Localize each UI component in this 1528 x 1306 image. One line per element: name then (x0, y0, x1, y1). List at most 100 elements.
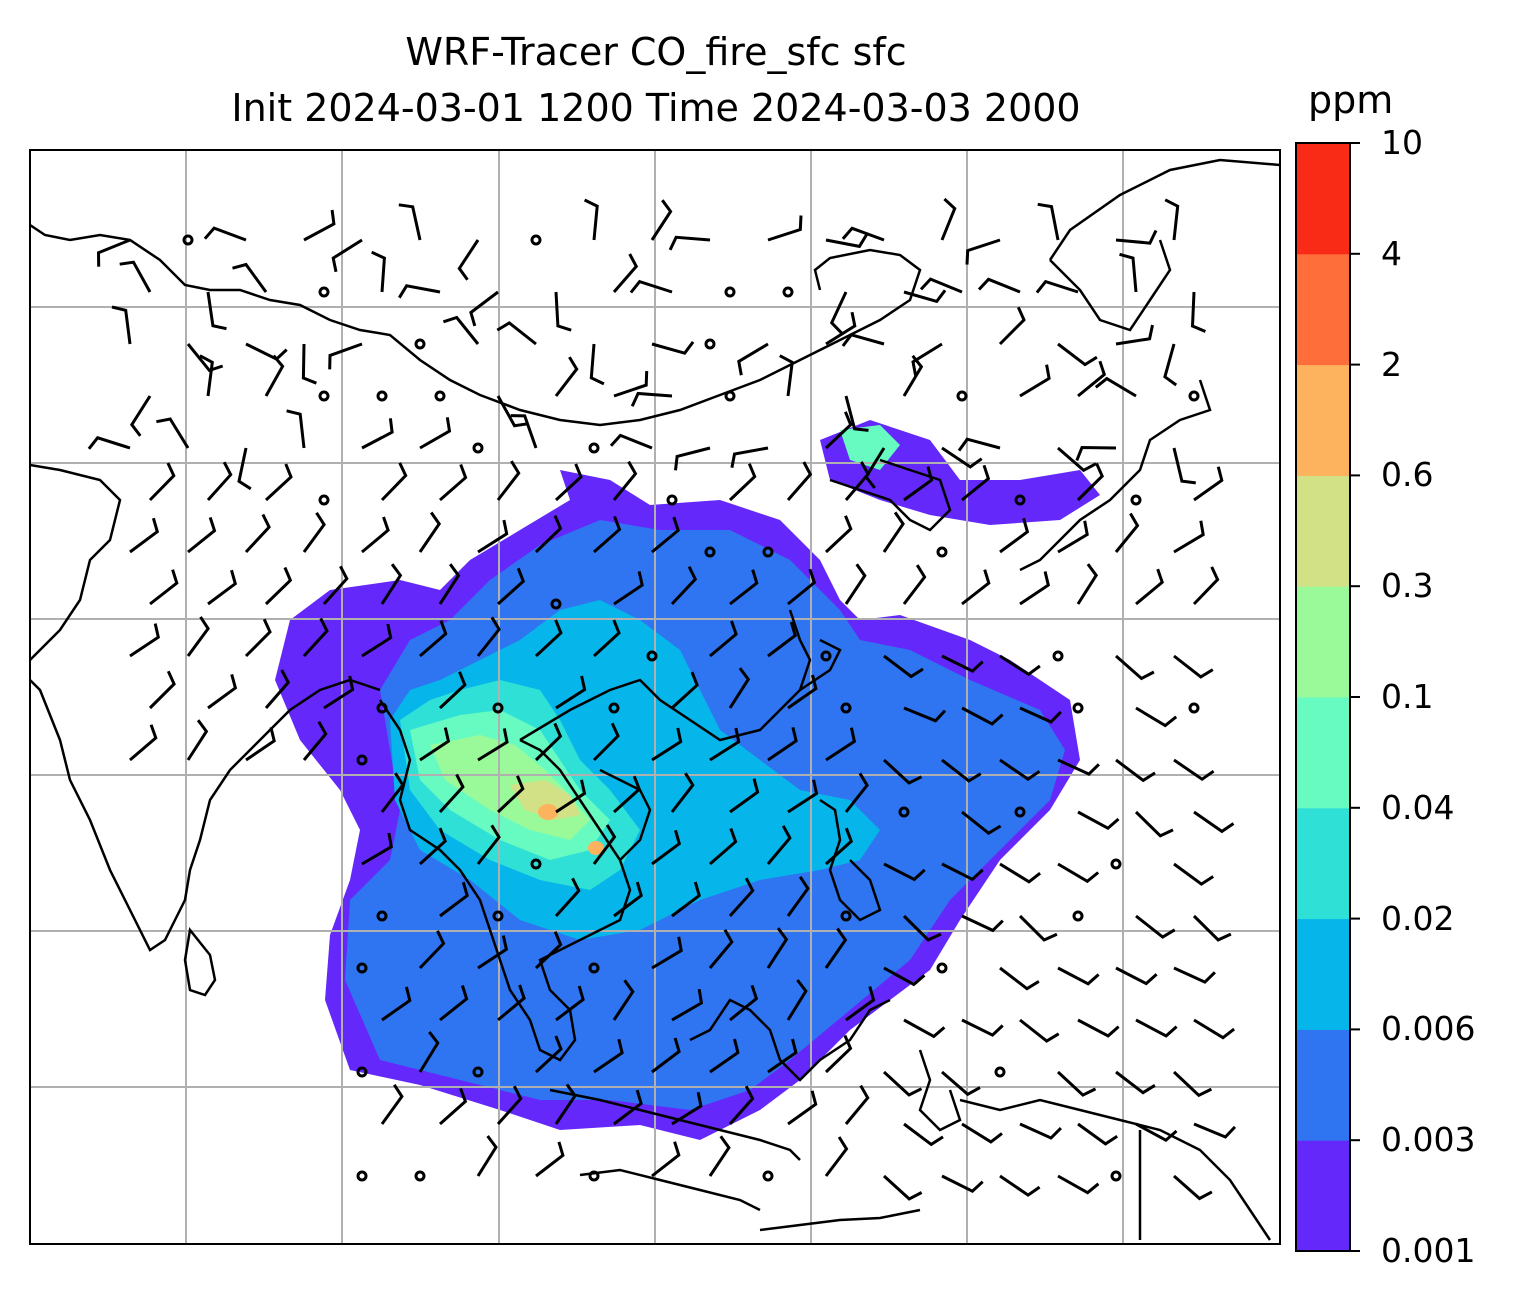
wind-barb (612, 460, 638, 501)
calm-wind-marker (840, 702, 852, 714)
colorbar-segment (1296, 586, 1350, 698)
wind-barb (1134, 810, 1174, 838)
wind-barb (535, 1141, 565, 1178)
wind-barb (903, 1018, 946, 1039)
wind-barb (129, 623, 160, 658)
colorbar-segment (1296, 807, 1350, 920)
wind-barbs (87, 197, 1237, 1201)
wind-barb (1019, 571, 1050, 606)
wind-barb (903, 466, 934, 502)
wind-barb (149, 569, 179, 606)
calm-wind-marker (1014, 806, 1026, 818)
wind-barb (670, 772, 695, 813)
wind-barb (554, 356, 579, 397)
wind-barb (671, 988, 704, 1022)
wind-barb (766, 927, 789, 969)
wind-barb (668, 235, 711, 251)
calm-wind-marker (704, 338, 716, 350)
calm-wind-marker (608, 702, 620, 714)
wind-barb (1077, 1018, 1120, 1038)
wind-barb (1019, 1122, 1062, 1140)
wind-barb (592, 619, 621, 658)
wind-barb (206, 461, 233, 502)
colorbar-tick-label: 0.6 (1381, 455, 1434, 495)
wind-barb (941, 446, 983, 469)
calm-wind-marker (646, 650, 658, 662)
wind-barb (380, 563, 403, 605)
wind-barb (919, 277, 963, 294)
wind-barb (381, 986, 412, 1022)
wind-barb (957, 437, 1001, 452)
colorbar-segment (1296, 1029, 1350, 1141)
wind-barb (1192, 914, 1232, 942)
wind-barb (787, 1090, 818, 1126)
wind-barb (418, 930, 446, 970)
calm-wind-marker (530, 858, 542, 870)
wind-barb (941, 758, 982, 783)
wind-barb (882, 1070, 923, 1097)
colorbar-unit-label: ppm (1308, 78, 1394, 122)
wind-barb (207, 569, 238, 606)
wind-barb (593, 515, 622, 554)
wind-barb (322, 565, 349, 606)
wind-barb (1057, 758, 1100, 776)
wind-barb (737, 342, 769, 376)
wind-barb (612, 775, 642, 814)
wind-barb (187, 516, 217, 554)
wind-barb (555, 985, 585, 1022)
wind-barb (824, 927, 848, 969)
wind-barb (1135, 706, 1178, 728)
wind-barb (709, 620, 738, 658)
wind-barb (496, 567, 526, 606)
wind-barb (496, 775, 525, 814)
wind-barb (1057, 342, 1098, 367)
wind-barb (767, 1038, 798, 1074)
wind-barb (593, 1038, 624, 1074)
wind-barb (1057, 520, 1089, 554)
wind-barb (1193, 466, 1224, 502)
wind-barb (156, 417, 190, 449)
wind-barb (244, 513, 271, 554)
wind-barb (439, 881, 469, 918)
wind-barb (301, 343, 317, 385)
wind-barb (438, 773, 465, 814)
wind-barb (670, 671, 699, 710)
wind-barb (651, 341, 695, 355)
wind-barb (1135, 568, 1164, 606)
wind-barb (787, 568, 817, 606)
wind-barb (882, 1174, 923, 1201)
wind-barb (303, 209, 336, 242)
wind-barb (555, 779, 587, 814)
calm-wind-marker (492, 702, 504, 714)
wind-barb (961, 706, 1004, 726)
wind-barb (977, 277, 1021, 294)
wind-barb (903, 706, 947, 723)
wind-barb (476, 824, 501, 865)
wind-barb (469, 290, 499, 327)
wind-barb (844, 1084, 870, 1125)
wind-barb (844, 461, 870, 501)
wind-barb (438, 563, 461, 605)
wind-barb (496, 1085, 523, 1126)
wind-barb (1076, 462, 1104, 502)
wind-barb (999, 654, 1041, 677)
wind-barb (554, 877, 581, 918)
wind-barb (630, 391, 673, 407)
wind-barb (829, 291, 848, 334)
wind-barb (961, 1018, 1004, 1037)
calm-wind-marker (1130, 494, 1142, 506)
wind-barb (1119, 252, 1138, 293)
wind-barb (1115, 654, 1155, 681)
map-panel (30, 150, 1280, 1244)
wind-barb (651, 1141, 681, 1178)
calm-wind-marker (724, 390, 736, 402)
wind-barb (148, 670, 176, 710)
calm-wind-marker (550, 598, 562, 610)
wind-barb (418, 827, 447, 866)
colorbar-tick-label: 0.001 (1381, 1231, 1476, 1270)
wind-barb (941, 1174, 984, 1194)
wind-barb (418, 1031, 440, 1073)
wind-barb (555, 675, 587, 710)
wind-barb (186, 616, 210, 657)
calm-wind-marker (762, 1170, 774, 1182)
